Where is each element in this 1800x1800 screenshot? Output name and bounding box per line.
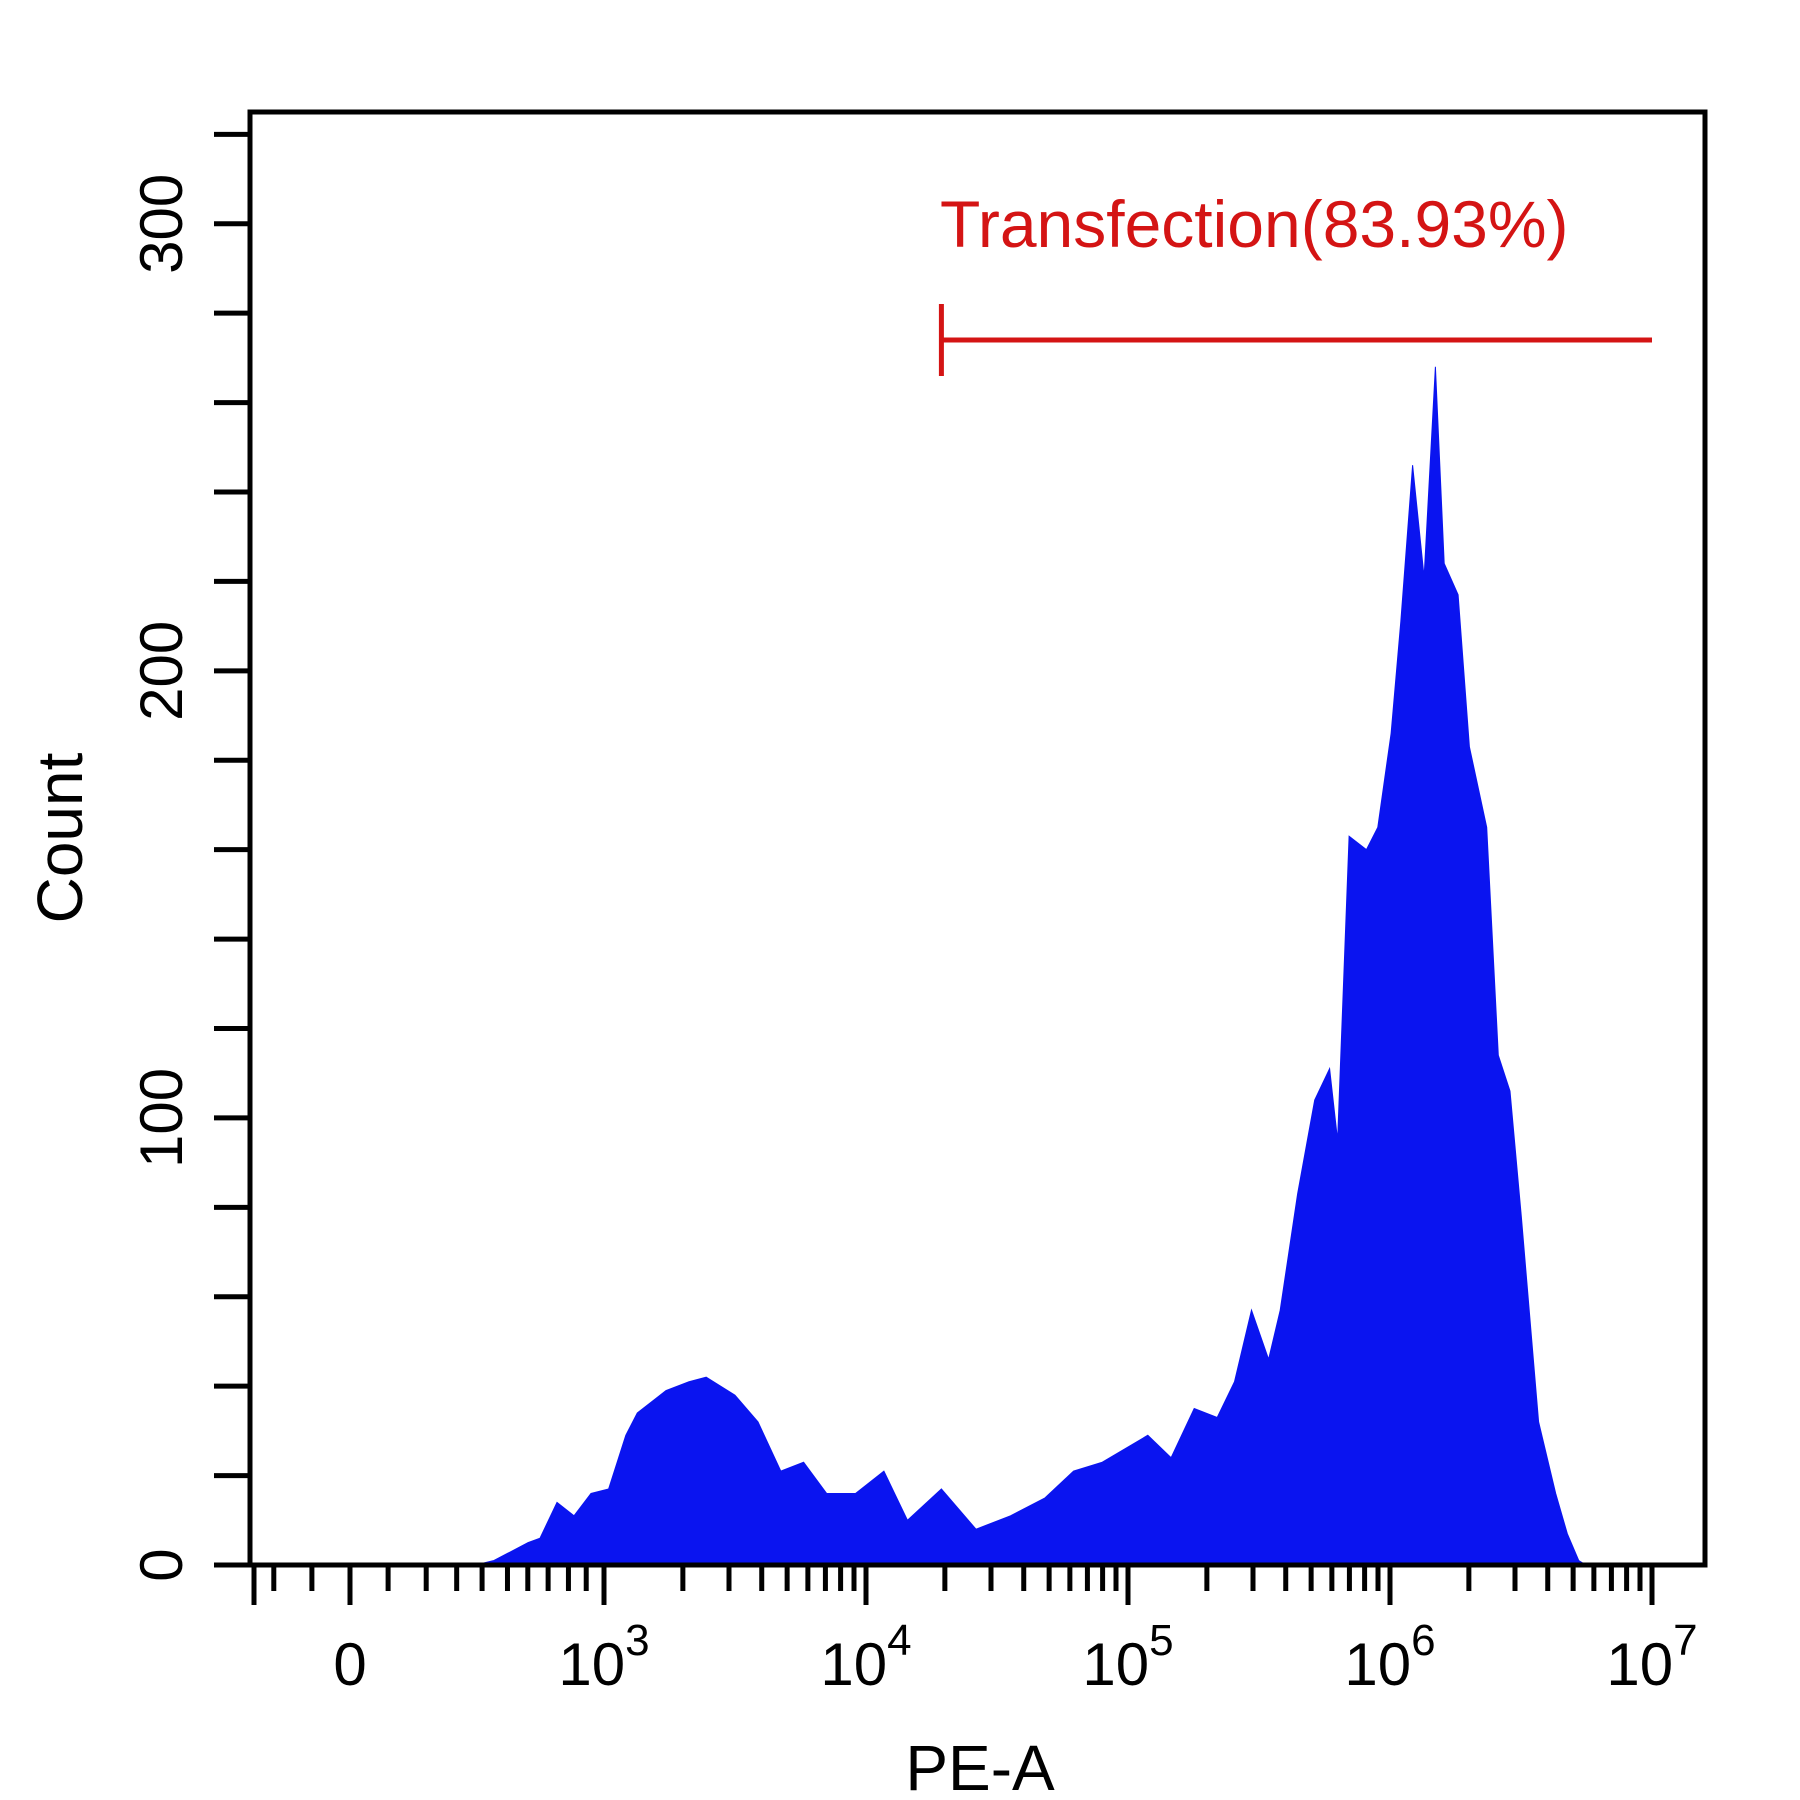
- x-axis-title: PE-A: [905, 1732, 1055, 1800]
- x-tick-label: 0: [333, 1631, 366, 1698]
- transfection-gate: [938, 304, 1652, 377]
- y-tick-label: 300: [128, 174, 195, 274]
- y-axis-title: Count: [24, 752, 96, 923]
- x-tick-label: 103: [558, 1616, 649, 1698]
- gate-label: Transfection(83.93%): [940, 187, 1569, 261]
- histogram-area: [475, 366, 1587, 1566]
- y-axis: 0 100 200 300: [128, 131, 250, 1582]
- y-tick-label: 200: [128, 621, 195, 721]
- histogram-area-group: [475, 366, 1587, 1566]
- plot-frame: [247, 109, 1708, 1568]
- x-tick-label: 104: [820, 1616, 911, 1698]
- y-tick-label: 100: [128, 1068, 195, 1168]
- x-tick-label: 105: [1082, 1616, 1173, 1698]
- x-tick-label: 106: [1344, 1616, 1435, 1698]
- x-tick-label: 107: [1606, 1616, 1697, 1698]
- x-axis: 0 103 104 105 106 107: [251, 1565, 1698, 1698]
- y-tick-label: 0: [128, 1548, 195, 1581]
